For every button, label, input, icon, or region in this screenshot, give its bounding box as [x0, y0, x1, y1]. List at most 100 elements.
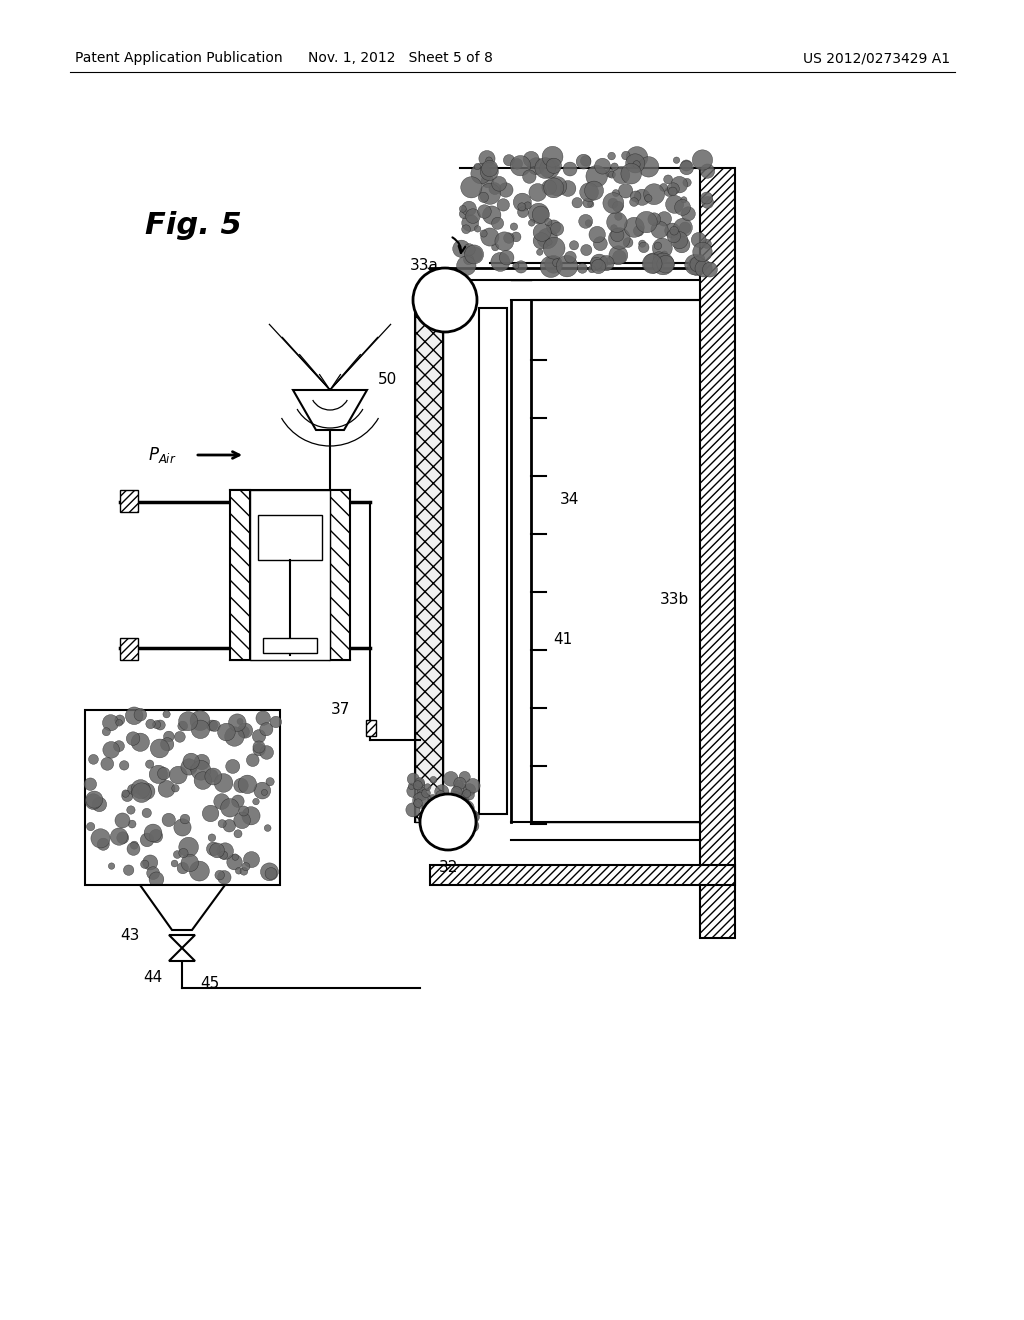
Circle shape [490, 252, 510, 272]
Circle shape [414, 779, 425, 791]
Circle shape [580, 182, 598, 202]
Circle shape [657, 211, 672, 226]
Circle shape [532, 206, 550, 223]
Circle shape [163, 710, 170, 718]
Circle shape [179, 849, 188, 858]
Circle shape [253, 743, 265, 756]
Circle shape [585, 219, 592, 227]
Circle shape [674, 218, 692, 236]
Circle shape [231, 795, 244, 808]
Text: 45: 45 [200, 975, 219, 990]
Circle shape [209, 721, 220, 731]
Circle shape [413, 780, 422, 789]
Circle shape [510, 156, 530, 176]
Circle shape [146, 867, 160, 879]
Circle shape [688, 256, 707, 276]
Circle shape [610, 224, 617, 231]
Circle shape [92, 797, 106, 812]
Circle shape [117, 832, 129, 843]
Circle shape [569, 240, 579, 249]
Circle shape [543, 238, 565, 259]
Text: 44: 44 [142, 970, 162, 986]
Circle shape [444, 797, 456, 809]
Circle shape [545, 219, 552, 226]
Circle shape [681, 207, 695, 220]
Circle shape [547, 220, 561, 234]
Circle shape [522, 170, 536, 183]
Circle shape [238, 723, 253, 738]
Circle shape [497, 199, 510, 211]
Circle shape [265, 867, 278, 879]
Polygon shape [169, 948, 195, 961]
Circle shape [252, 730, 265, 743]
Circle shape [419, 812, 432, 825]
Circle shape [492, 244, 499, 251]
Circle shape [513, 263, 519, 269]
Circle shape [466, 209, 480, 223]
Circle shape [612, 251, 626, 264]
Circle shape [553, 259, 561, 267]
Circle shape [546, 239, 552, 246]
Circle shape [681, 197, 687, 203]
Circle shape [528, 203, 549, 224]
Circle shape [670, 227, 679, 235]
Circle shape [132, 783, 152, 803]
Circle shape [217, 723, 236, 741]
Circle shape [518, 203, 526, 211]
Circle shape [556, 256, 578, 277]
Circle shape [162, 813, 175, 826]
Circle shape [97, 838, 110, 850]
Circle shape [537, 249, 543, 255]
Circle shape [634, 189, 650, 206]
Circle shape [700, 164, 715, 178]
Circle shape [247, 754, 259, 767]
Circle shape [233, 830, 242, 838]
Circle shape [172, 784, 179, 792]
Circle shape [409, 783, 415, 789]
Circle shape [191, 721, 210, 739]
Circle shape [240, 867, 248, 875]
Circle shape [459, 800, 474, 816]
Circle shape [158, 767, 170, 780]
Circle shape [460, 209, 469, 219]
Text: 43: 43 [120, 928, 139, 942]
Circle shape [122, 789, 129, 797]
Circle shape [436, 791, 445, 800]
Circle shape [603, 193, 624, 214]
Circle shape [459, 817, 472, 830]
Circle shape [174, 818, 191, 836]
Bar [120, 638, 138, 660]
Circle shape [217, 871, 231, 884]
Circle shape [130, 841, 138, 849]
Circle shape [181, 759, 198, 775]
Circle shape [681, 160, 692, 172]
Polygon shape [140, 884, 225, 931]
Circle shape [195, 754, 210, 770]
Circle shape [465, 246, 483, 264]
Circle shape [480, 230, 487, 238]
Circle shape [481, 160, 498, 177]
Circle shape [467, 820, 479, 832]
Circle shape [542, 180, 556, 194]
Circle shape [253, 741, 265, 754]
Circle shape [644, 183, 665, 205]
Text: 34: 34 [560, 492, 580, 507]
Circle shape [142, 808, 152, 817]
Circle shape [264, 825, 271, 832]
Circle shape [535, 157, 556, 178]
Circle shape [668, 182, 679, 195]
Circle shape [540, 158, 559, 178]
Circle shape [585, 181, 603, 201]
Circle shape [138, 783, 155, 800]
Circle shape [701, 197, 714, 209]
Circle shape [608, 152, 615, 160]
Circle shape [512, 158, 522, 169]
Text: Nov. 1, 2012   Sheet 5 of 8: Nov. 1, 2012 Sheet 5 of 8 [307, 51, 493, 65]
Circle shape [457, 812, 470, 825]
Circle shape [612, 166, 630, 183]
Bar [263, 638, 317, 653]
Circle shape [625, 218, 644, 238]
Circle shape [460, 206, 466, 213]
Circle shape [109, 863, 115, 870]
Circle shape [173, 850, 181, 858]
